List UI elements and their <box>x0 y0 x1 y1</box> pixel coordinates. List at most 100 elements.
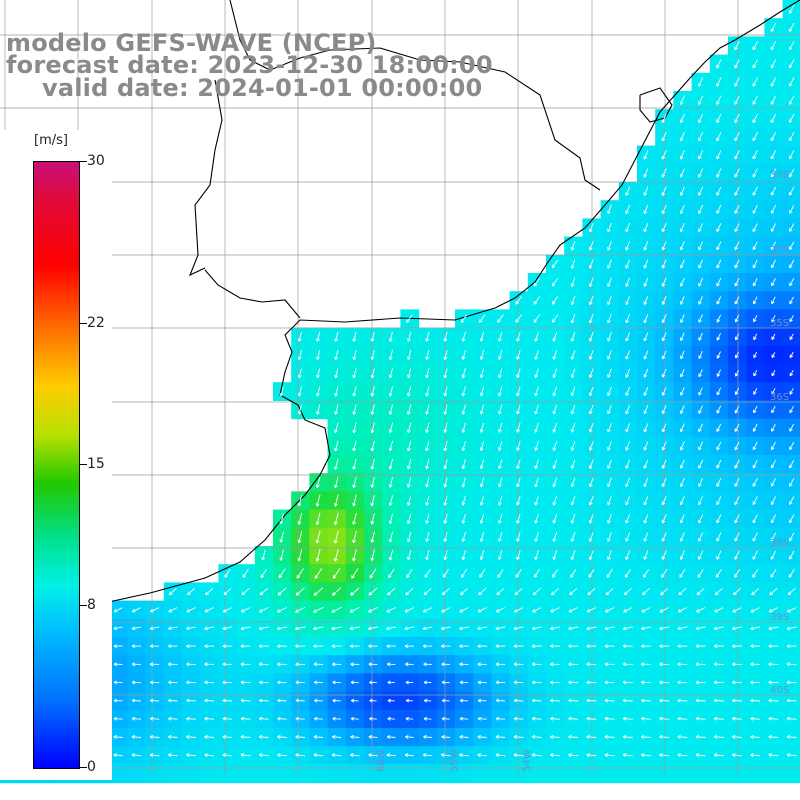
wind-speed-cell <box>364 764 383 784</box>
wind-arrow <box>551 277 559 287</box>
wind-arrow <box>313 734 324 739</box>
wind-arrow <box>515 568 522 578</box>
wind-arrow <box>533 314 541 323</box>
wind-arrow <box>750 644 761 648</box>
wind-arrow <box>677 662 688 667</box>
wind-arrow <box>680 332 685 342</box>
wind-arrow <box>258 698 269 703</box>
wind-arrow <box>659 644 670 648</box>
wind-arrow <box>387 587 396 596</box>
wind-arrow <box>551 587 559 596</box>
wind-arrow <box>332 680 341 685</box>
wind-arrow <box>570 350 576 360</box>
wind-speed-cell <box>218 764 238 784</box>
wind-arrow <box>258 662 269 667</box>
wind-arrow <box>552 513 558 524</box>
wind-arrow <box>570 259 576 269</box>
wind-arrow <box>570 404 576 415</box>
wind-arrow <box>695 734 706 739</box>
wind-arrow <box>570 423 576 433</box>
wind-arrow <box>552 441 558 451</box>
wind-arrow <box>241 587 250 596</box>
wind-arrow <box>734 259 740 269</box>
wind-arrow <box>607 495 612 506</box>
wind-arrow <box>770 241 776 251</box>
wind-arrow <box>643 259 649 269</box>
wind-arrow <box>461 350 466 360</box>
wind-arrow <box>443 440 448 452</box>
wind-arrow <box>641 716 651 721</box>
wind-speed-cell <box>655 764 674 784</box>
wind-arrow <box>313 662 324 667</box>
wind-arrow <box>150 607 160 613</box>
wind-arrow <box>552 350 558 360</box>
wind-arrow <box>443 422 448 433</box>
wind-arrow <box>625 514 631 524</box>
wind-arrow <box>698 405 703 414</box>
wind-arrow <box>514 607 524 613</box>
wind-arrow <box>643 441 649 451</box>
wind-arrow <box>479 532 485 542</box>
wind-arrow <box>716 423 722 432</box>
wind-arrow <box>534 441 539 451</box>
wind-arrow <box>350 587 360 596</box>
wind-arrow <box>570 386 576 397</box>
wind-arrow <box>789 532 795 542</box>
wind-arrow <box>625 241 631 251</box>
wind-arrow <box>661 423 667 433</box>
wind-arrow <box>569 587 578 596</box>
wind-arrow <box>787 607 797 613</box>
wind-arrow <box>625 222 631 233</box>
wind-arrow <box>204 607 214 613</box>
wind-arrow <box>461 368 466 379</box>
wind-arrow <box>789 387 794 395</box>
wind-arrow <box>753 405 758 414</box>
wind-arrow <box>187 587 195 596</box>
wind-arrow <box>570 550 576 561</box>
wind-arrow <box>643 514 649 524</box>
wind-arrow <box>698 77 704 87</box>
wind-arrow <box>679 496 685 506</box>
wind-arrow <box>149 662 160 667</box>
wind-arrow <box>588 222 594 233</box>
wind-speed-cell <box>436 764 456 784</box>
wind-arrow <box>752 441 758 451</box>
wind-arrow <box>752 59 758 69</box>
wind-arrow <box>770 204 777 214</box>
wind-arrow <box>661 295 667 305</box>
wind-arrow <box>425 440 430 452</box>
wind-arrow <box>552 568 559 578</box>
wind-arrow <box>625 386 631 396</box>
wind-arrow <box>222 662 233 667</box>
wind-arrow <box>588 423 594 433</box>
wind-arrow <box>713 644 724 648</box>
wind-arrow <box>622 753 633 757</box>
wind-arrow <box>388 422 394 434</box>
wind-arrow <box>679 477 685 487</box>
wind-arrow <box>333 548 339 562</box>
wind-arrow <box>497 422 503 433</box>
wind-arrow <box>752 186 758 196</box>
wind-arrow <box>716 241 722 251</box>
wind-arrow <box>734 168 740 178</box>
wind-arrow <box>678 587 687 596</box>
wind-speed-cell <box>527 764 547 784</box>
wind-arrow <box>661 441 667 451</box>
wind-arrow <box>422 644 433 648</box>
wind-arrow <box>752 241 758 251</box>
wind-arrow <box>461 550 466 561</box>
wind-arrow <box>352 404 357 415</box>
wind-arrow <box>168 698 178 703</box>
wind-arrow <box>368 662 378 667</box>
wind-arrow <box>588 550 594 560</box>
wind-arrow <box>316 368 321 379</box>
wind-speed-cell <box>418 764 438 784</box>
wind-arrow <box>534 386 539 397</box>
colorbar-tick-label: 0 <box>87 759 96 775</box>
wind-arrow <box>661 259 667 269</box>
wind-arrow <box>607 386 612 397</box>
wind-arrow <box>641 644 651 648</box>
wind-arrow <box>752 532 758 542</box>
wind-arrow <box>750 626 761 631</box>
